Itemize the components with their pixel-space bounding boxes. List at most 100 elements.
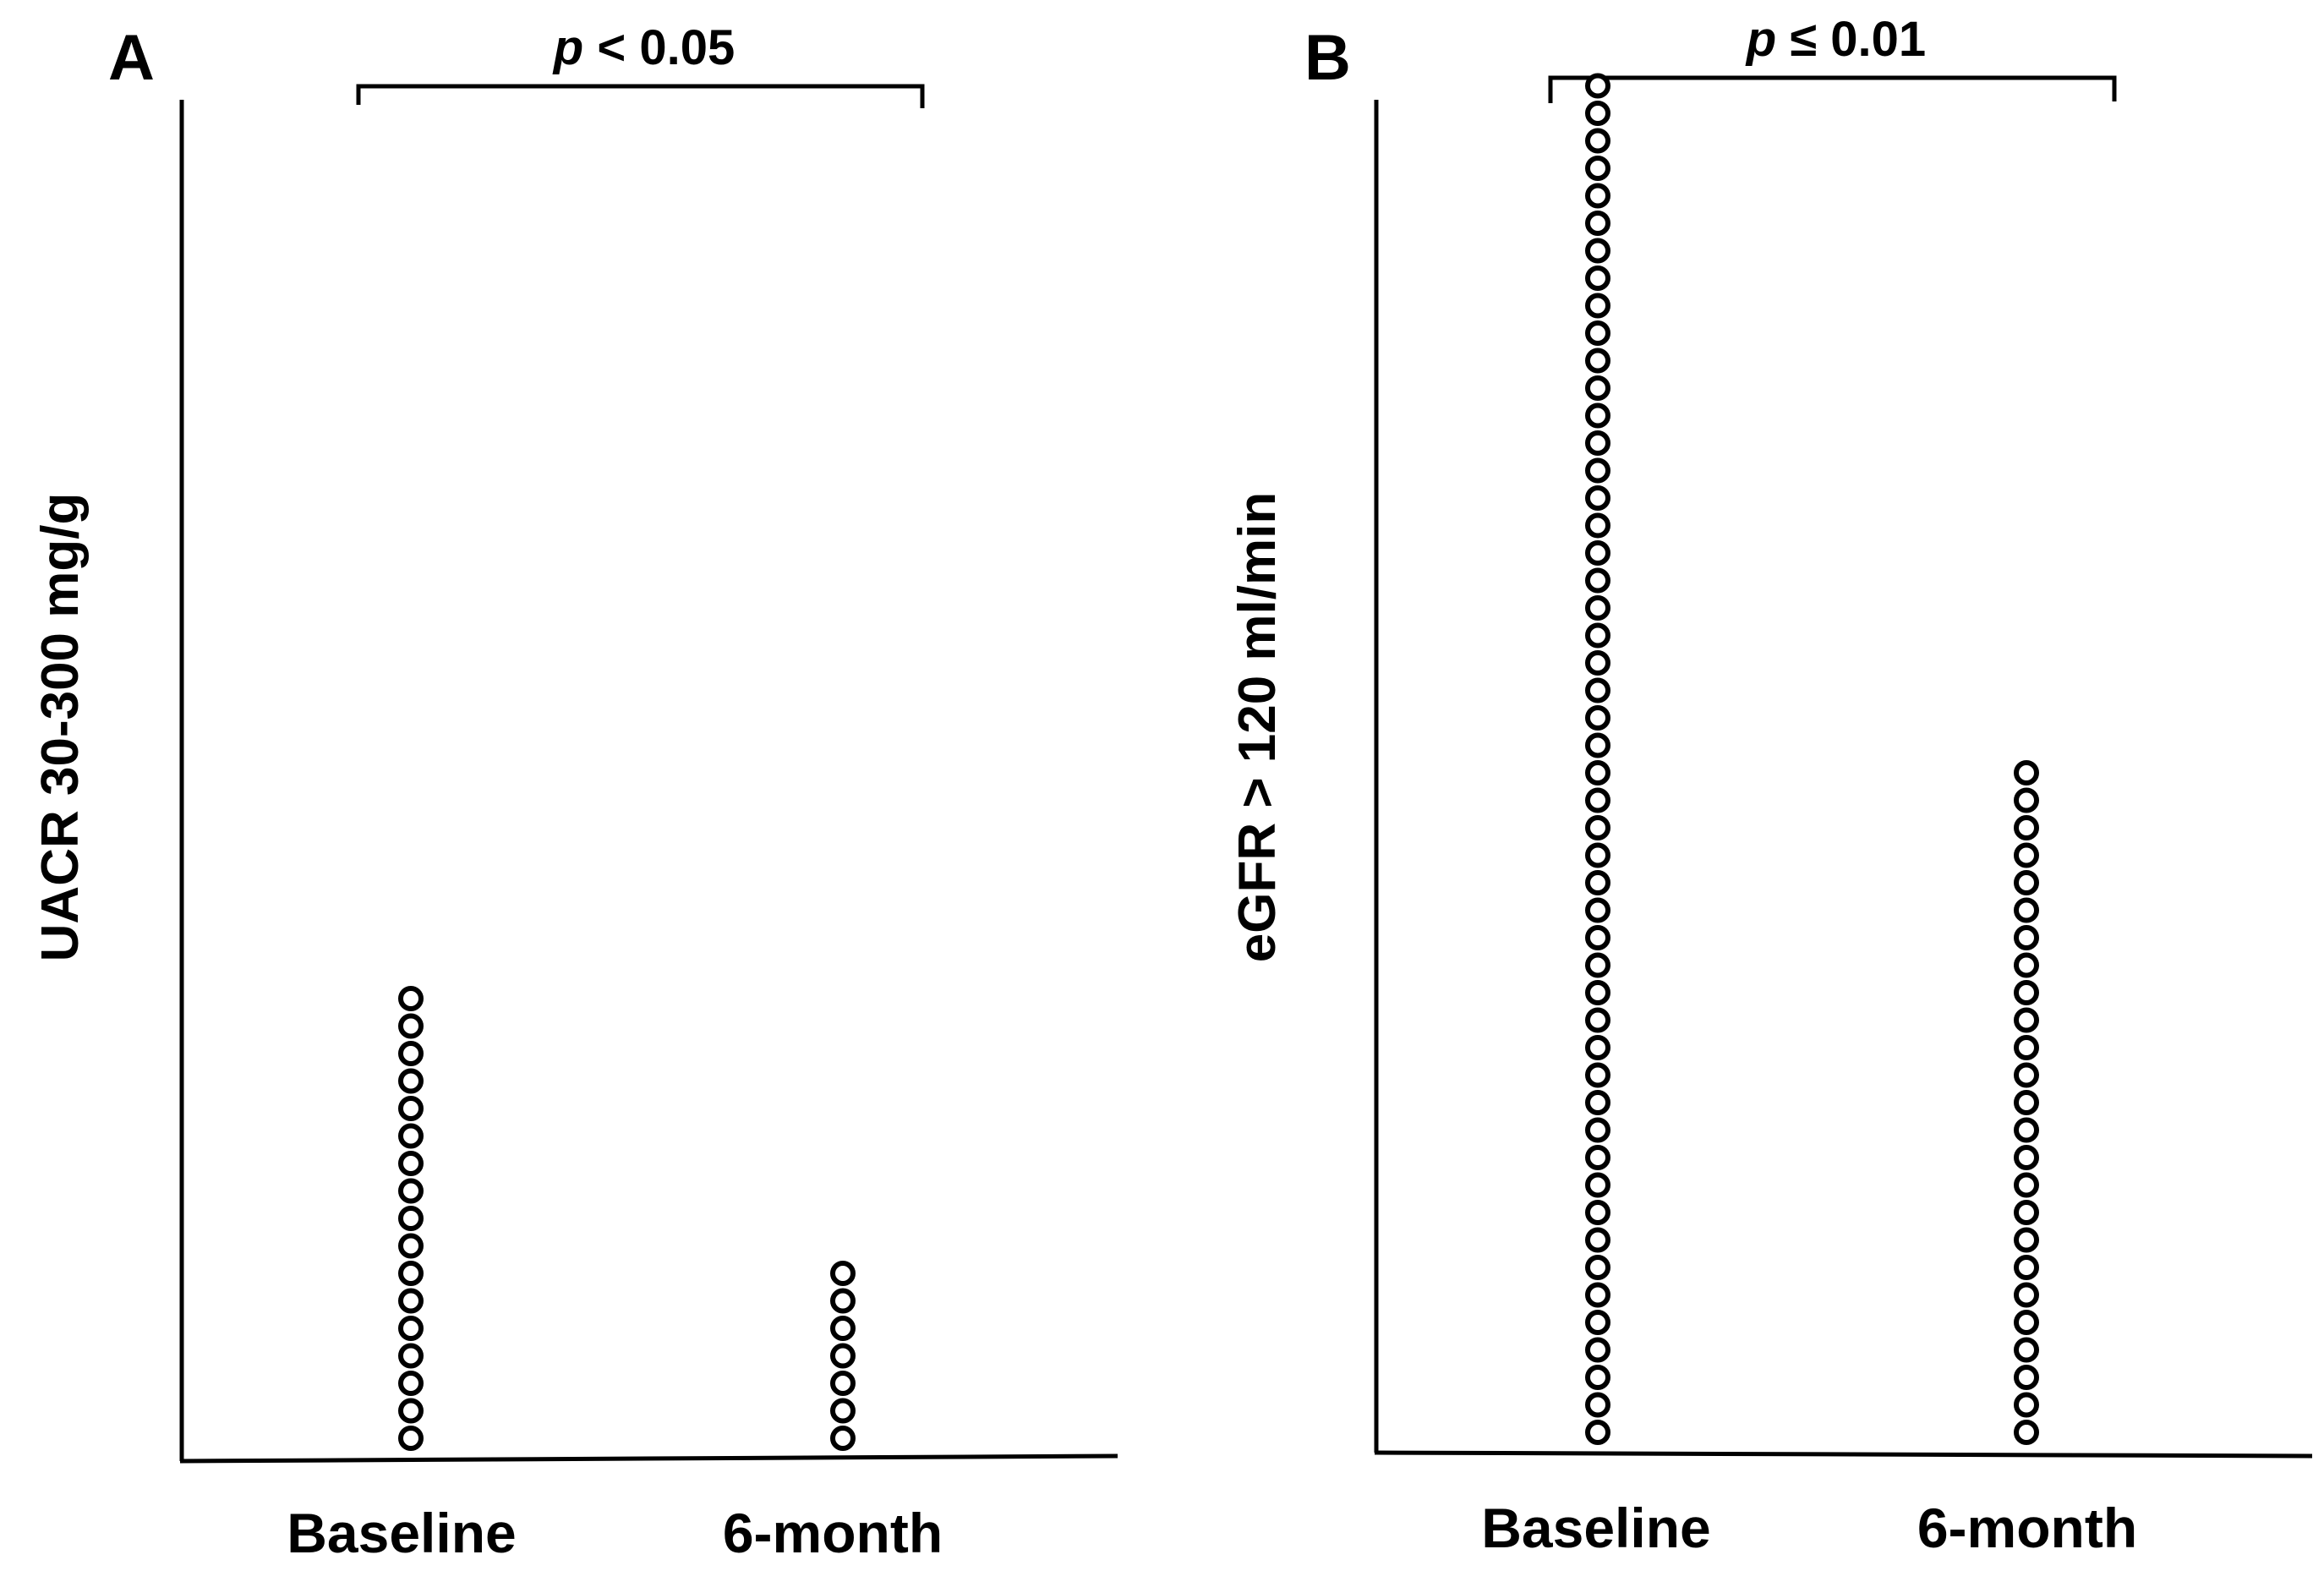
panel-b-6-month-dot <box>2014 1282 2039 1308</box>
panel-b-baseline-dot <box>1585 815 1610 840</box>
panel-b-baseline-dot <box>1585 677 1610 703</box>
panel-b-baseline-dot <box>1585 1310 1610 1335</box>
panel-b-6-month-dot <box>2014 1062 2039 1088</box>
panel-b-baseline-dot <box>1585 348 1610 374</box>
panel-b-6-month-dot <box>2014 870 2039 895</box>
panel-a-x-tick-6-month: 6-month <box>723 1502 943 1564</box>
panel-a-6-month-dot <box>830 1288 856 1314</box>
panel-b-baseline-dot <box>1585 293 1610 319</box>
panel-b-6-month-dot <box>2014 952 2039 978</box>
panel-a-6-month-dot <box>830 1371 856 1396</box>
panel-a-6-month-dot <box>830 1316 856 1341</box>
panel-b-baseline-dot <box>1585 1172 1610 1198</box>
panel-b: B p ≤ 0.01 eGFR > 120 ml/min Baseline 6-… <box>1228 12 2313 1559</box>
panel-b-baseline-dot <box>1585 1227 1610 1253</box>
panel-b-6-month-dot <box>2014 815 2039 840</box>
panel-b-baseline-dot <box>1585 402 1610 429</box>
panel-b-baseline-dot <box>1585 705 1610 731</box>
panel-b-significance-text: ≤ 0.01 <box>1776 12 1926 67</box>
panel-b-6-month-dot <box>2014 842 2039 868</box>
panel-b-6-month-dot <box>2014 1172 2039 1198</box>
panel-a-baseline-dot <box>398 1371 424 1396</box>
panel-b-baseline-dot <box>1585 1145 1610 1170</box>
panel-b-baseline-dot <box>1585 540 1610 566</box>
panel-b-baseline-dot <box>1585 156 1610 181</box>
panel-b-baseline-dot <box>1585 1007 1610 1033</box>
panel-b-baseline-dot <box>1585 1090 1610 1115</box>
panel-b-baseline-dot <box>1585 760 1610 786</box>
panel-b-6-month-dots <box>2014 760 2039 1445</box>
panel-b-6-month-dot <box>2014 1090 2039 1115</box>
panel-b-baseline-dot <box>1585 73 1610 99</box>
panel-b-baseline-dot <box>1585 622 1610 649</box>
panel-b-baseline-dot <box>1585 101 1610 126</box>
panel-b-baseline-dot <box>1585 1337 1610 1363</box>
panel-a-baseline-dots <box>398 986 424 1451</box>
panel-a-baseline-dot <box>398 1013 424 1039</box>
panel-b-significance-bracket <box>1548 75 2117 103</box>
panel-b-baseline-dot <box>1585 732 1610 758</box>
panel-b-6-month-dot <box>2014 925 2039 950</box>
panel-a-baseline-dot <box>398 1096 424 1121</box>
panel-a-baseline-dot <box>398 1178 424 1204</box>
panel-a-significance-bracket <box>356 84 925 108</box>
panel-a-baseline-dot <box>398 1041 424 1066</box>
panel-b-baseline-dot <box>1585 650 1610 676</box>
panel-b-baseline-dot <box>1585 1117 1610 1143</box>
panel-a-6-month-dot <box>830 1343 856 1369</box>
panel-b-baseline-dot <box>1585 1255 1610 1280</box>
panel-a-6-month-dots <box>830 1261 856 1451</box>
panel-a-baseline-dot <box>398 1151 424 1176</box>
panel-a-baseline-dot <box>398 1426 424 1451</box>
panel-b-6-month-dot <box>2014 1337 2039 1363</box>
panel-b-baseline-dot <box>1585 375 1610 401</box>
panel-b-baseline-dots <box>1585 73 1610 1445</box>
panel-b-baseline-dot <box>1585 1282 1610 1308</box>
panel-a-baseline-dot <box>398 1398 424 1424</box>
panel-b-baseline-dot <box>1585 925 1610 950</box>
panel-b-6-month-dot <box>2014 1310 2039 1335</box>
panel-b-baseline-dot <box>1585 567 1610 594</box>
panel-b-baseline-dot <box>1585 238 1610 264</box>
panel-a: A p < 0.05 UACR 30-300 mg/g Baseline 6-m… <box>31 20 1118 1564</box>
panel-b-6-month-dot <box>2014 1007 2039 1033</box>
panel-a-baseline-dot <box>398 1343 424 1369</box>
panel-b-6-month-dot <box>2014 1420 2039 1445</box>
panel-b-baseline-dot <box>1585 430 1610 456</box>
panel-b-baseline-dot <box>1585 1062 1610 1088</box>
panel-b-baseline-dot <box>1585 842 1610 868</box>
panel-b-baseline-dot <box>1585 485 1610 511</box>
panel-a-significance-label: p < 0.05 <box>552 20 735 75</box>
panel-b-x-tick-baseline: Baseline <box>1481 1497 1710 1559</box>
panel-a-baseline-dot <box>398 1261 424 1286</box>
panel-a-baseline-dot <box>398 1316 424 1341</box>
panel-b-6-month-dot <box>2014 760 2039 786</box>
panel-a-significance-p: p <box>552 20 583 75</box>
panel-b-baseline-dot <box>1585 1035 1610 1060</box>
panel-b-baseline-dot <box>1585 1392 1610 1418</box>
panel-b-6-month-dot <box>2014 1227 2039 1253</box>
panel-a-baseline-dot <box>398 1288 424 1314</box>
panel-a-x-axis <box>179 1453 1118 1464</box>
panel-b-baseline-dot <box>1585 1200 1610 1225</box>
panel-a-baseline-dot <box>398 1206 424 1231</box>
panel-a-6-month-dot <box>830 1261 856 1286</box>
panel-b-6-month-dot <box>2014 1035 2039 1060</box>
panel-b-x-tick-6-month: 6-month <box>1917 1497 2137 1559</box>
panel-b-6-month-dot <box>2014 897 2039 923</box>
panel-a-baseline-dot <box>398 1068 424 1094</box>
panel-b-baseline-dot <box>1585 952 1610 978</box>
panel-a-6-month-dot <box>830 1398 856 1424</box>
panel-b-6-month-dot <box>2014 1200 2039 1225</box>
panel-b-baseline-dot <box>1585 787 1610 813</box>
panel-b-6-month-dot <box>2014 1365 2039 1390</box>
panel-a-x-tick-baseline: Baseline <box>287 1502 516 1564</box>
panel-b-baseline-dot <box>1585 1365 1610 1390</box>
panel-a-baseline-dot <box>398 986 424 1011</box>
panel-b-6-month-dot <box>2014 787 2039 813</box>
panel-b-letter: B <box>1304 22 1351 94</box>
panel-b-6-month-dot <box>2014 1145 2039 1170</box>
panel-b-baseline-dot <box>1585 595 1610 621</box>
panel-b-6-month-dot <box>2014 1392 2039 1418</box>
